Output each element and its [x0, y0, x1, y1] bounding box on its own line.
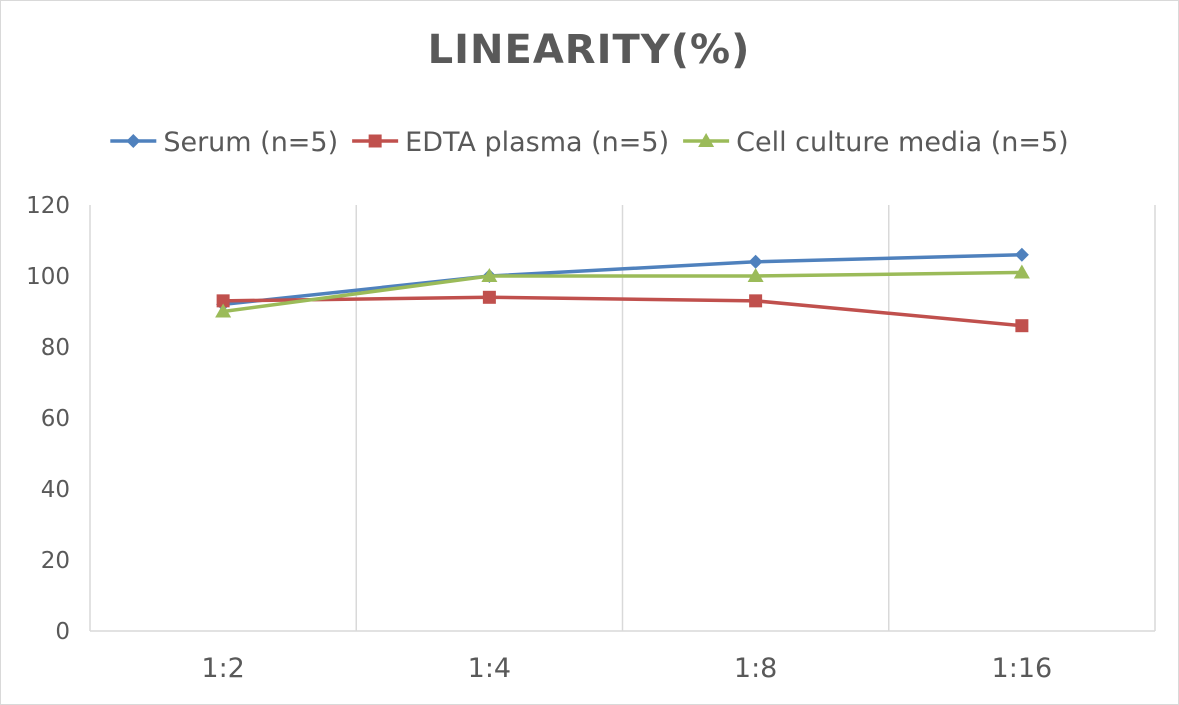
data-point	[1013, 264, 1030, 279]
series-line	[222, 252, 1022, 307]
x-axis: 1:2 1:4 1:8 1:16	[201, 653, 1052, 684]
y-tick-label: 120	[26, 193, 70, 219]
series-layer	[215, 247, 1030, 333]
x-tick-label: 1:2	[201, 653, 244, 684]
legend-swatch-marker	[698, 133, 715, 147]
legend-item-2: EDTA plasma (n=5)	[352, 127, 669, 158]
data-point	[749, 294, 763, 308]
x-tick-label: 1:16	[992, 653, 1053, 684]
x-tick-label: 1:4	[468, 653, 511, 684]
data-point	[482, 290, 496, 304]
legend-label: Serum (n=5)	[163, 127, 338, 158]
series-line	[223, 295, 1023, 328]
grid	[89, 205, 1156, 632]
legend-item-1: Serum (n=5)	[110, 127, 338, 158]
data-point	[481, 268, 498, 282]
legend-item-3: Cell culture media (n=5)	[683, 127, 1069, 158]
series-3	[215, 264, 1030, 318]
x-tick-label: 1:8	[734, 653, 777, 684]
series-line	[222, 270, 1022, 314]
y-tick-label: 40	[41, 477, 70, 503]
series-2	[216, 290, 1029, 333]
legend: Serum (n=5) EDTA plasma (n=5) Cell culture…	[110, 127, 1069, 158]
data-point	[747, 268, 764, 282]
y-axis: 0 20 40 60 80 100 120	[26, 193, 70, 645]
y-tick-label: 100	[26, 264, 70, 290]
y-tick-label: 60	[41, 406, 70, 432]
y-tick-label: 20	[41, 548, 70, 574]
legend-label: EDTA plasma (n=5)	[405, 127, 669, 158]
data-point	[216, 294, 230, 308]
legend-label: Cell culture media (n=5)	[736, 127, 1069, 158]
y-tick-label: 80	[41, 335, 70, 361]
legend-swatch-marker	[368, 134, 382, 148]
data-point	[748, 254, 763, 269]
chart-title: LINEARITY(%)	[428, 27, 751, 73]
data-point	[1015, 319, 1029, 333]
y-tick-label: 0	[55, 619, 70, 645]
data-point	[215, 303, 232, 318]
legend-swatch-marker	[126, 134, 141, 148]
data-point	[1014, 247, 1029, 262]
